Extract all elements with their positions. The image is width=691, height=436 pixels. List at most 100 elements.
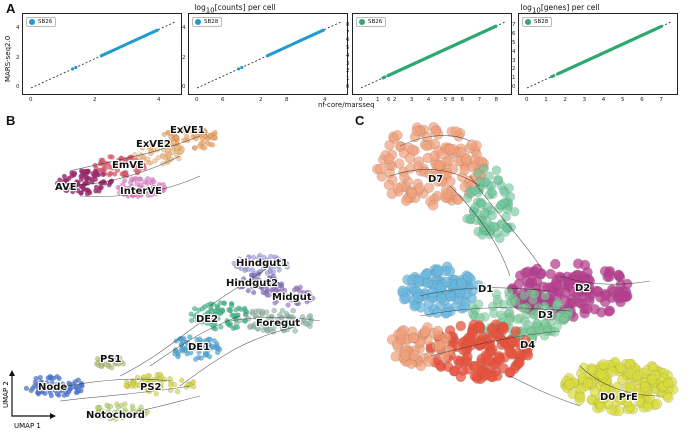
x-tick-label: 3 bbox=[582, 97, 587, 103]
velocity-streamline bbox=[579, 365, 661, 397]
cell-point bbox=[92, 176, 99, 182]
cell-point bbox=[493, 175, 503, 185]
x-tick-label: 0 bbox=[525, 97, 529, 103]
cell-point bbox=[240, 259, 246, 265]
cell-point bbox=[307, 313, 314, 319]
y-tick-label: 6 bbox=[512, 31, 516, 38]
cell-point bbox=[473, 299, 484, 310]
cell-point bbox=[571, 274, 582, 286]
cell-point bbox=[400, 292, 412, 304]
cell-point bbox=[142, 179, 148, 185]
cell-point bbox=[120, 361, 126, 367]
cell-point bbox=[161, 131, 168, 138]
cell-point bbox=[259, 259, 266, 265]
x-tick-label: 8 bbox=[494, 97, 499, 103]
cell-point bbox=[175, 389, 181, 395]
cell-point bbox=[263, 279, 269, 285]
cluster-label-foregut: Foregut bbox=[256, 318, 300, 329]
cell-point bbox=[122, 407, 128, 413]
x-tick-label: 0 bbox=[195, 97, 199, 103]
cell-point bbox=[181, 129, 188, 135]
cluster-label-hindgut1: Hindgut1 bbox=[236, 258, 288, 269]
cell-point bbox=[265, 320, 272, 327]
cell-point bbox=[441, 307, 452, 318]
cell-point bbox=[470, 361, 481, 372]
cell-point bbox=[196, 349, 202, 355]
cell-point bbox=[249, 272, 255, 278]
y-tick-label: 4 bbox=[346, 52, 350, 59]
y-tick-label: 1 bbox=[512, 75, 516, 82]
cell-point bbox=[498, 324, 509, 335]
cell-point bbox=[272, 300, 278, 306]
cell-point bbox=[415, 360, 427, 372]
cell-point bbox=[227, 308, 233, 314]
cell-point bbox=[217, 300, 224, 306]
cell-point bbox=[184, 134, 190, 140]
cell-point bbox=[242, 312, 249, 318]
cluster-label-ps2: PS2 bbox=[140, 382, 162, 393]
cell-point bbox=[495, 233, 505, 244]
cell-point bbox=[663, 392, 674, 403]
cell-point bbox=[212, 130, 218, 136]
cluster-label-d4: D4 bbox=[520, 340, 535, 351]
cell-point bbox=[400, 349, 411, 361]
cell-point bbox=[432, 325, 444, 337]
x-tick-label: 2 bbox=[93, 97, 97, 103]
y-tick-label: 2 bbox=[512, 66, 516, 73]
cell-point bbox=[251, 290, 257, 296]
cell-point bbox=[617, 374, 628, 385]
cell-point bbox=[272, 294, 278, 300]
cell-point bbox=[281, 290, 287, 296]
cell-point bbox=[94, 356, 101, 362]
cell-point bbox=[119, 162, 125, 168]
cluster-label-de1: DE1 bbox=[188, 342, 210, 353]
cell-point bbox=[404, 153, 416, 164]
cell-point bbox=[178, 341, 185, 347]
velocity-streamline bbox=[449, 185, 511, 277]
cell-point bbox=[63, 179, 69, 185]
y-tick-label: 0 bbox=[182, 84, 186, 90]
cell-point bbox=[283, 295, 290, 301]
cell-point bbox=[523, 320, 533, 330]
legend-label: SB26 bbox=[368, 19, 383, 25]
cell-point bbox=[212, 319, 219, 325]
cell-point bbox=[409, 300, 420, 312]
cell-point bbox=[302, 320, 309, 327]
cell-point bbox=[303, 292, 310, 299]
x-tick-label: 1 bbox=[375, 97, 380, 103]
cell-point bbox=[263, 262, 269, 268]
legend-marker bbox=[29, 19, 35, 25]
cell-point bbox=[212, 135, 218, 141]
cell-point bbox=[271, 307, 278, 314]
cell-point bbox=[48, 393, 55, 399]
cell-point bbox=[241, 276, 247, 282]
x-tick-label: 6 bbox=[221, 97, 225, 103]
cell-point bbox=[582, 267, 593, 278]
velocity-streamline bbox=[179, 325, 301, 387]
velocity-streamline bbox=[79, 175, 201, 197]
cell-point bbox=[106, 182, 112, 188]
cell-point bbox=[584, 292, 595, 303]
cell-point bbox=[252, 321, 258, 327]
cell-point bbox=[168, 382, 174, 388]
scatter-subplot-4: 0 1 2 3 4 5 6 7 0 1 2 3 4 5 6 7 SB28 bbox=[512, 13, 678, 103]
velocity-streamline bbox=[59, 385, 191, 402]
y-tick-label: 0 bbox=[346, 84, 350, 90]
x-tick-label: 5 bbox=[443, 97, 448, 103]
cell-point bbox=[496, 200, 506, 210]
cell-point bbox=[60, 381, 66, 387]
cell-point bbox=[191, 131, 197, 138]
cell-point bbox=[487, 187, 497, 197]
cell-point bbox=[229, 303, 235, 309]
cell-point bbox=[81, 186, 87, 192]
cell-point bbox=[545, 268, 556, 280]
data-point bbox=[237, 67, 241, 71]
cell-point bbox=[375, 163, 386, 175]
cell-point bbox=[245, 288, 251, 294]
x-tick-label: 0 bbox=[359, 97, 363, 103]
cell-point bbox=[436, 292, 448, 304]
cell-point bbox=[160, 182, 166, 188]
cell-point bbox=[292, 295, 298, 301]
y-tick-label: 6 bbox=[16, 0, 20, 2]
cell-point bbox=[540, 291, 550, 301]
